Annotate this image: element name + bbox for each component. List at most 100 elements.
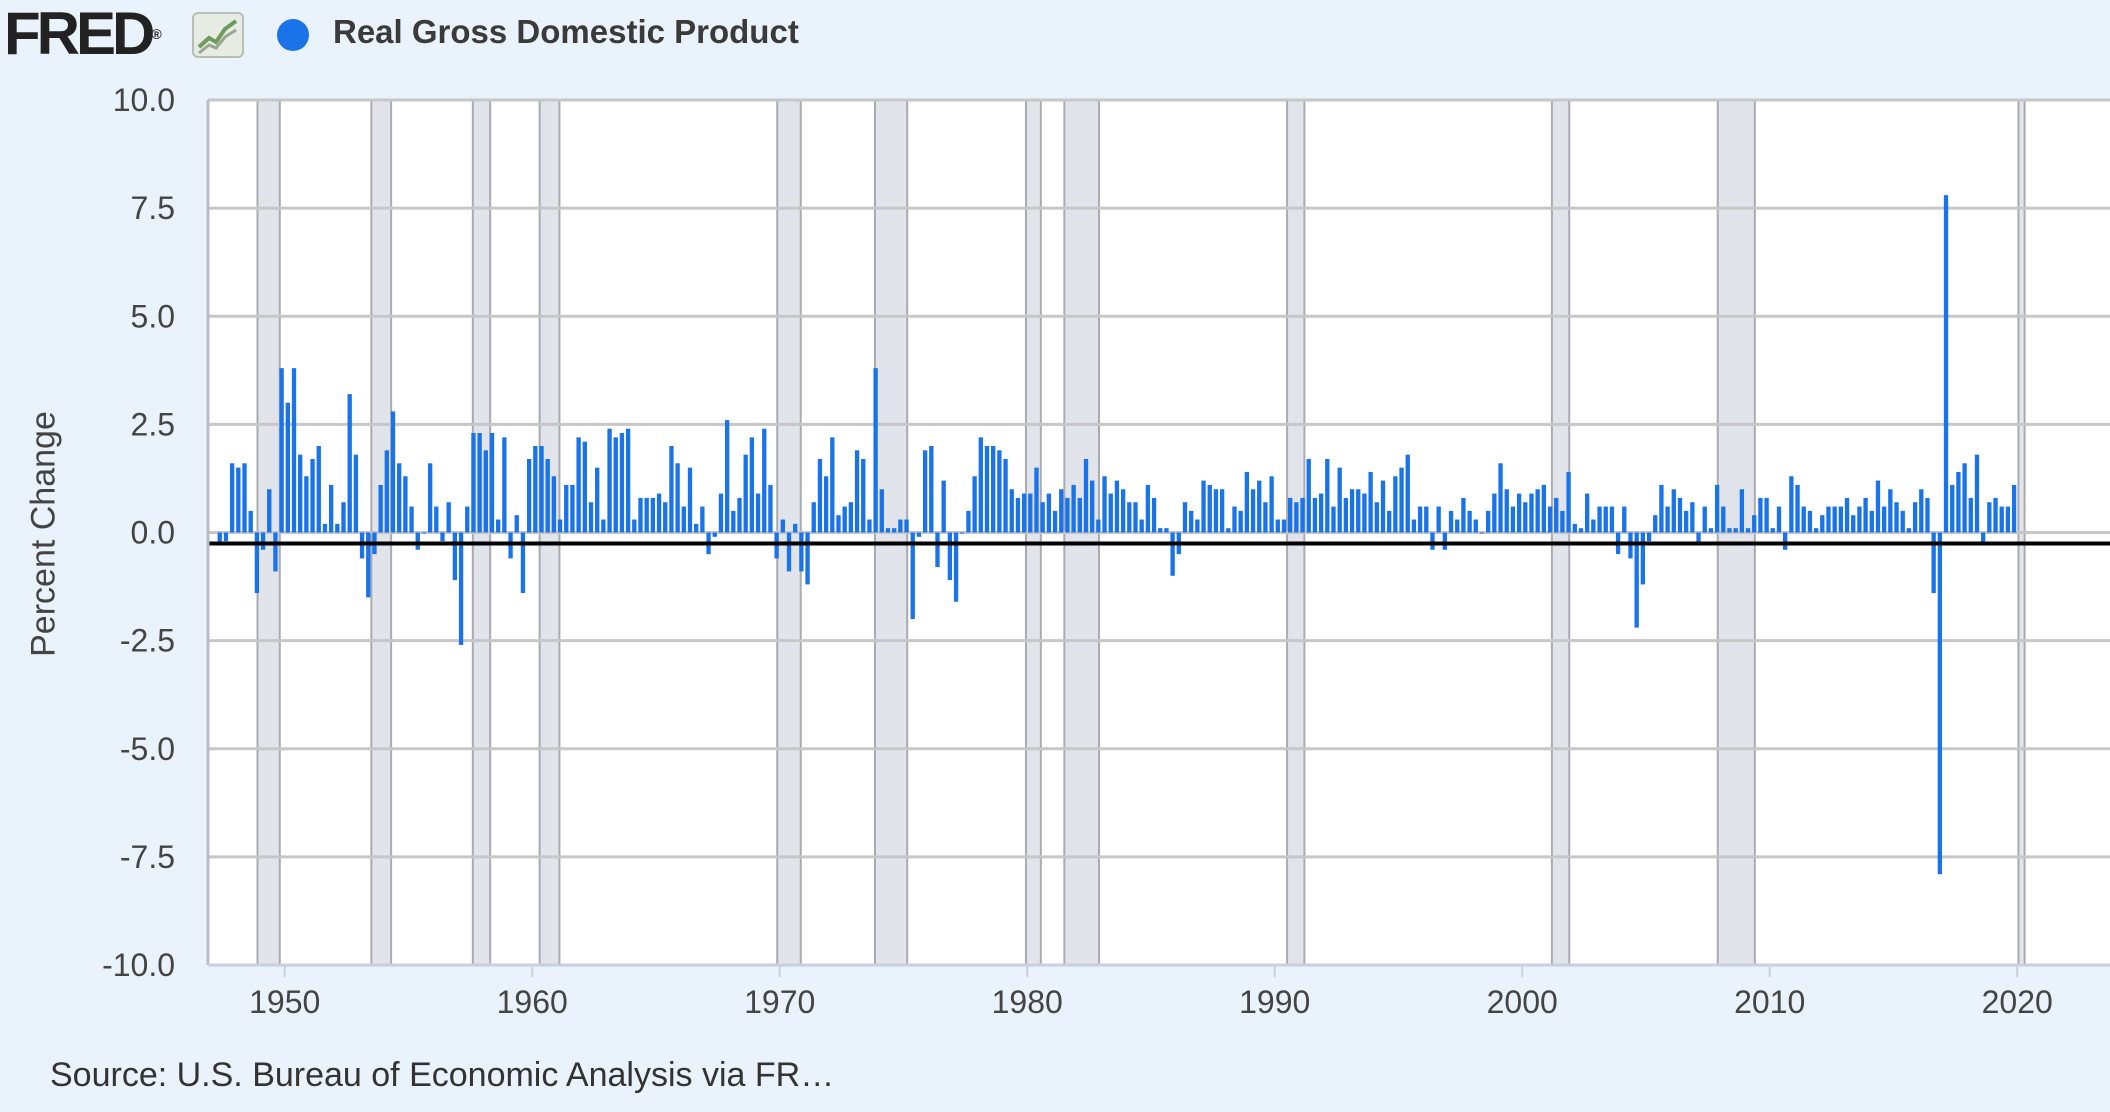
- data-bar: [724, 420, 730, 533]
- data-bar: [1349, 489, 1355, 533]
- data-bar: [452, 532, 458, 581]
- data-bar: [1325, 458, 1330, 533]
- data-bar: [1498, 463, 1503, 533]
- data-bar: [236, 467, 241, 533]
- data-bar: [440, 532, 445, 542]
- data-bar: [873, 368, 878, 533]
- data-bar: [656, 493, 662, 533]
- data-bar: [669, 446, 674, 533]
- data-bar: [1461, 497, 1466, 533]
- data-bar: [1071, 484, 1076, 533]
- data-bar: [681, 506, 686, 533]
- data-bar: [1875, 480, 1881, 533]
- data-bar: [465, 506, 470, 533]
- data-bar: [403, 476, 408, 533]
- data-bar: [687, 467, 693, 533]
- data-bar: [817, 458, 823, 533]
- data-bar: [1281, 519, 1287, 533]
- data-bar: [898, 519, 903, 533]
- data-bar: [1405, 454, 1410, 533]
- y-tick-label: -5.0: [120, 731, 175, 767]
- data-bar: [1993, 497, 1998, 533]
- data-bar: [1077, 497, 1082, 533]
- data-bar: [1597, 506, 1602, 533]
- data-bar: [1956, 471, 1961, 533]
- data-bar: [1114, 480, 1120, 533]
- axes: [206, 100, 2110, 967]
- data-bar: [291, 368, 297, 533]
- y-tick-labels: 10.0 7.5 5.0 2.5 0.0 -2.5 -5.0 -7.5 -10.0: [102, 82, 175, 983]
- data-bar: [935, 532, 940, 568]
- data-bar: [1807, 510, 1813, 533]
- data-bar: [1127, 502, 1132, 533]
- data-bar: [1108, 493, 1113, 533]
- data-bar: [997, 450, 1002, 533]
- data-bar: [1560, 510, 1565, 533]
- data-bar: [1881, 506, 1887, 533]
- data-bar: [984, 446, 990, 533]
- data-bar: [1436, 506, 1441, 533]
- y-tick-label: -7.5: [120, 839, 175, 875]
- data-bar: [601, 519, 606, 533]
- data-bar: [1999, 506, 2004, 533]
- data-bar: [1318, 493, 1324, 533]
- data-bar: [1269, 476, 1274, 533]
- data-bar: [483, 450, 488, 533]
- data-bar: [619, 433, 625, 533]
- data-bar: [1034, 467, 1039, 533]
- y-tick-label: 0.0: [131, 515, 175, 551]
- data-bar: [1974, 454, 1980, 533]
- data-bar: [390, 411, 396, 533]
- data-bar: [1003, 458, 1008, 533]
- data-bar: [848, 502, 854, 533]
- data-bar: [910, 532, 915, 619]
- data-bar: [1832, 506, 1837, 533]
- data-bar: [471, 433, 476, 533]
- data-bar: [1288, 497, 1293, 533]
- x-tick-label: 1960: [497, 984, 568, 1020]
- data-bar: [1578, 528, 1584, 533]
- data-bar: [1090, 480, 1095, 533]
- fred-logo-mark: ®: [151, 26, 162, 42]
- data-bar: [1158, 528, 1163, 533]
- data-bar: [217, 532, 222, 546]
- data-bar: [1275, 519, 1280, 533]
- data-bar: [1919, 489, 1924, 533]
- data-bar: [675, 463, 680, 533]
- data-bar: [1851, 515, 1856, 533]
- data-bar: [1634, 532, 1639, 628]
- data-bar: [335, 523, 340, 533]
- data-bar: [397, 463, 402, 533]
- data-bar: [1547, 506, 1553, 533]
- data-bar: [1182, 502, 1188, 533]
- data-bar: [1585, 493, 1590, 533]
- data-bar: [595, 467, 600, 533]
- data-bar: [248, 510, 253, 533]
- data-bar: [1733, 528, 1738, 533]
- data-bar: [434, 506, 439, 533]
- y-tick-label: 7.5: [131, 190, 175, 226]
- data-bar: [1943, 195, 1949, 533]
- data-bar: [1015, 497, 1021, 533]
- data-bar: [539, 446, 544, 533]
- x-tick-label: 2010: [1734, 984, 1805, 1020]
- data-bar: [353, 454, 359, 533]
- data-bar: [1591, 519, 1596, 533]
- data-bar: [1250, 489, 1256, 533]
- data-bar: [298, 454, 303, 533]
- data-bar: [1244, 471, 1250, 533]
- data-bar: [1417, 506, 1423, 533]
- data-bar: [588, 502, 594, 533]
- fred-logo[interactable]: FRED®: [4, 2, 162, 66]
- data-bar: [879, 489, 884, 533]
- data-bar: [1473, 519, 1478, 533]
- data-bar: [1752, 515, 1757, 533]
- data-bar: [966, 510, 971, 533]
- data-bar: [582, 441, 587, 533]
- data-bar: [526, 458, 532, 533]
- data-bar: [941, 480, 946, 533]
- source-note: Source: U.S. Bureau of Economic Analysis…: [50, 1056, 835, 1094]
- data-bar: [1096, 519, 1101, 533]
- data-bar: [557, 519, 563, 533]
- data-bar: [755, 493, 761, 533]
